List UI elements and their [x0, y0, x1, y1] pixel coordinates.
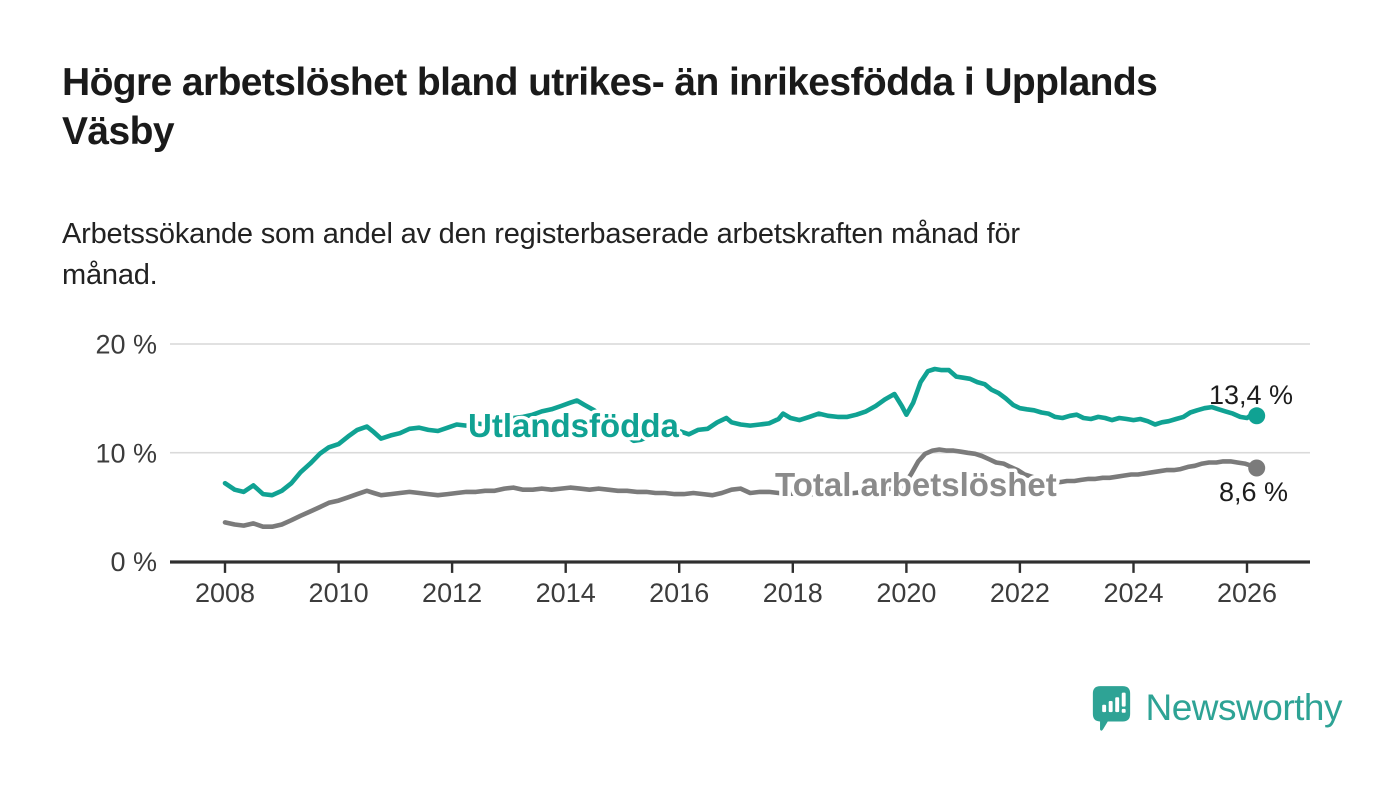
- newsworthy-logo-icon: [1092, 686, 1130, 731]
- x-tick-2020: [905, 563, 908, 573]
- exclamation-bar: [1121, 692, 1126, 707]
- newsworthy-brand: Newsworthy: [1091, 684, 1343, 731]
- x-tick-2022: [1018, 563, 1022, 573]
- exclamation-dot: [1121, 708, 1126, 713]
- series-lines: [222, 366, 1259, 530]
- x-tick-label-2024: 2024: [1103, 578, 1163, 608]
- x-tick-2014: [564, 563, 567, 573]
- gridline-20: [170, 343, 1310, 345]
- brand-name: Newsworthy: [1145, 686, 1343, 728]
- x-tick-2012: [450, 563, 454, 573]
- title-line-2: Väsby: [62, 110, 175, 154]
- end-dot-total: [1248, 459, 1266, 477]
- x-tick-label-2014: 2014: [536, 578, 596, 608]
- x-axis: 2008 2010 2012 2014 2016 2018 2020 2022 2024 2026: [170, 560, 1310, 608]
- bar-small: [1101, 704, 1106, 713]
- chart-subtitle: Arbetssökande som andel av den registerb…: [62, 214, 1312, 295]
- series-end-value-labels: 13,4 % 8,6 %: [1209, 380, 1293, 507]
- x-tick-label-2016: 2016: [649, 578, 709, 608]
- x-tick-label-2026: 2026: [1217, 578, 1277, 608]
- bar-large: [1114, 697, 1119, 713]
- subtitle-line-2: månad.: [62, 258, 158, 291]
- series-label-total: Total arbetslöshet: [775, 466, 1057, 503]
- y-tick-label-0: 0 %: [110, 547, 157, 577]
- x-tick-label-2022: 2022: [990, 578, 1050, 608]
- series-label-utlandsfodda: Utlandsfödda: [468, 407, 679, 444]
- x-tick-2008: [223, 563, 227, 573]
- series-line-total: [222, 447, 1259, 530]
- end-value-label-total: 8,6 %: [1219, 477, 1288, 507]
- page-title: Högre arbetslöshet bland utrikes- än inr…: [62, 58, 1362, 156]
- bar-medium: [1108, 700, 1113, 713]
- series-name-labels: Utlandsfödda Total arbetslöshet: [465, 404, 1061, 507]
- end-dot-utlandsfodda: [1248, 407, 1266, 425]
- x-tick-2024: [1132, 563, 1135, 573]
- y-tick-label-20: 20 %: [95, 330, 157, 360]
- x-axis-line: [170, 560, 1310, 564]
- x-tick-2018: [791, 563, 794, 573]
- end-value-label-utlandsfodda: 13,4 %: [1209, 380, 1293, 410]
- subtitle-line-1: Arbetssökande som andel av den registerb…: [62, 218, 1020, 250]
- x-tick-label-2008: 2008: [195, 578, 255, 608]
- title-line-1: Högre arbetslöshet bland utrikes- än inr…: [62, 61, 1158, 104]
- x-tick-label-2018: 2018: [763, 578, 823, 608]
- y-tick-label-10: 10 %: [95, 438, 157, 468]
- x-tick-2010: [337, 563, 340, 573]
- series-line-utlandsfodda: [222, 366, 1259, 498]
- series-end-dots: [1248, 407, 1266, 477]
- y-axis-labels: 20 % 10 % 0 %: [95, 330, 157, 578]
- gridline-10: [170, 451, 1310, 454]
- x-tick-label-2020: 2020: [876, 578, 936, 608]
- x-tick-label-2012: 2012: [422, 578, 482, 608]
- x-tick-label-2010: 2010: [309, 578, 369, 608]
- x-tick-2016: [678, 563, 681, 573]
- x-tick-2026: [1245, 563, 1249, 573]
- gridlines: [170, 343, 1310, 454]
